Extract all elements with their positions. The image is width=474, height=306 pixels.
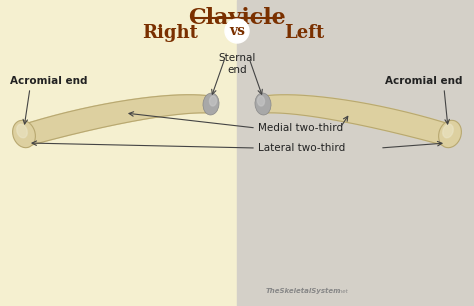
Ellipse shape xyxy=(17,124,27,138)
Text: Sternal
end: Sternal end xyxy=(219,53,255,75)
Text: Right: Right xyxy=(142,24,198,42)
Text: Clavicle: Clavicle xyxy=(188,7,286,29)
Text: Medial two-third: Medial two-third xyxy=(258,123,343,133)
Polygon shape xyxy=(264,95,446,146)
Text: Acromial end: Acromial end xyxy=(10,76,88,86)
Ellipse shape xyxy=(210,96,217,106)
Polygon shape xyxy=(28,95,210,146)
Ellipse shape xyxy=(255,93,271,115)
Ellipse shape xyxy=(443,124,453,138)
Ellipse shape xyxy=(438,120,461,148)
Text: Lateral two-third: Lateral two-third xyxy=(258,143,345,153)
Ellipse shape xyxy=(203,93,219,115)
Text: Left: Left xyxy=(284,24,324,42)
Ellipse shape xyxy=(257,96,264,106)
Text: Acromial end: Acromial end xyxy=(385,76,463,86)
Text: TheSkeletalSystem: TheSkeletalSystem xyxy=(265,288,341,294)
Text: .net: .net xyxy=(338,289,349,294)
Bar xyxy=(237,0,474,306)
Text: vs: vs xyxy=(229,24,245,38)
Circle shape xyxy=(225,19,249,43)
Bar xyxy=(0,0,237,306)
Ellipse shape xyxy=(13,120,36,148)
